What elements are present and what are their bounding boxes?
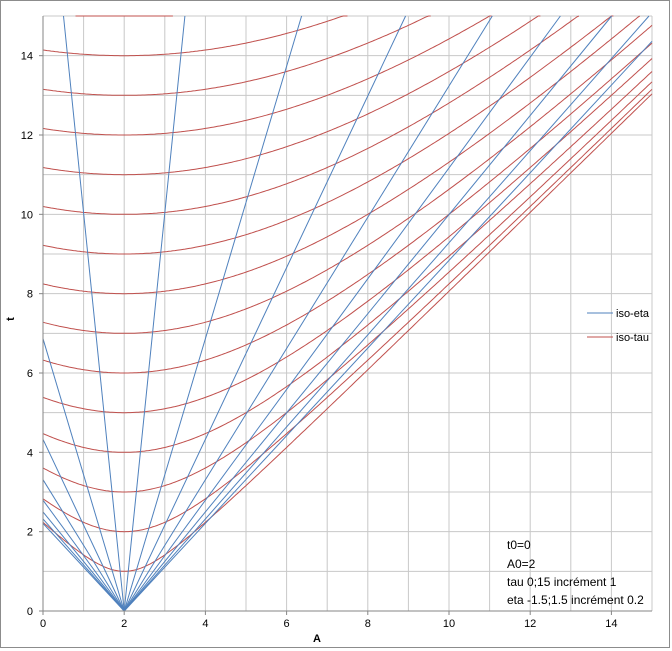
x-tick-label: 2 (121, 618, 127, 630)
y-tick-labels: 0 2 4 6 8 10 12 14 (21, 51, 33, 618)
note-tau-range: tau 0;15 incrément 1 (507, 575, 617, 589)
iso-eta-line (123, 15, 613, 612)
legend-label-iso-tau: iso-tau (616, 332, 649, 344)
legend-label-iso-eta: iso-eta (616, 308, 650, 320)
y-tick-label: 2 (27, 527, 33, 539)
x-tick-labels: 0 2 4 6 8 10 12 14 (40, 618, 618, 630)
iso-tau-curve (42, 15, 641, 295)
iso-tau-curve (42, 93, 653, 572)
iso-tau-curve (42, 71, 653, 453)
iso-eta-line (123, 15, 407, 612)
y-tick-label: 4 (27, 447, 33, 459)
iso-tau-curve (42, 15, 348, 57)
iso-tau-curve (42, 15, 492, 136)
iso-eta-line (42, 479, 125, 612)
x-axis-label: A (313, 633, 321, 645)
iso-tau-curve (42, 15, 580, 215)
y-axis-label: t (5, 317, 17, 321)
iso-tau-curve (42, 42, 653, 374)
axes (39, 16, 652, 615)
y-tick-label: 14 (21, 51, 33, 63)
x-tick-label: 12 (524, 618, 536, 630)
note-a0: A0=2 (507, 557, 536, 571)
x-tick-label: 4 (202, 618, 208, 630)
iso-eta-line (123, 40, 653, 612)
y-tick-label: 0 (27, 606, 33, 618)
iso-tau-curve (42, 15, 431, 96)
iso-tau-curve (42, 15, 614, 255)
iso-tau-curve (42, 88, 653, 533)
legend: iso-eta iso-tau (587, 308, 650, 344)
x-tick-label: 8 (365, 618, 371, 630)
grid (43, 15, 653, 611)
y-tick-label: 8 (27, 289, 33, 301)
note-eta-range: eta -1.5;1.5 incrément 0.2 (507, 593, 644, 607)
iso-tau-curve (42, 81, 653, 493)
iso-eta-line (42, 338, 125, 612)
y-tick-label: 12 (21, 130, 33, 142)
iso-eta-line (123, 15, 650, 612)
iso-eta-line (42, 439, 125, 612)
iso-eta-line (63, 15, 125, 612)
x-tick-label: 6 (284, 618, 290, 630)
x-tick-label: 0 (40, 618, 46, 630)
x-tick-label: 14 (605, 618, 617, 630)
y-tick-label: 6 (27, 368, 33, 380)
iso-eta-line (123, 15, 493, 612)
iso-tau-curve (42, 24, 653, 334)
iso-eta-line (123, 15, 186, 612)
iso-eta-line (123, 15, 561, 612)
iso-eta-line (42, 499, 125, 612)
y-tick-label: 10 (21, 209, 33, 221)
iso-eta-line (42, 518, 125, 612)
x-tick-label: 10 (443, 618, 455, 630)
iso-tau-series (42, 15, 653, 572)
iso-eta-series (42, 15, 653, 612)
iso-eta-line (123, 15, 303, 612)
note-t0: t0=0 (507, 538, 531, 552)
iso-eta-line (42, 511, 125, 612)
iso-tau-curve (42, 58, 653, 414)
parameter-notes: t0=0 A0=2 tau 0;15 incrément 1 eta -1.5;… (507, 538, 644, 607)
iso-tau-curve (42, 15, 541, 176)
